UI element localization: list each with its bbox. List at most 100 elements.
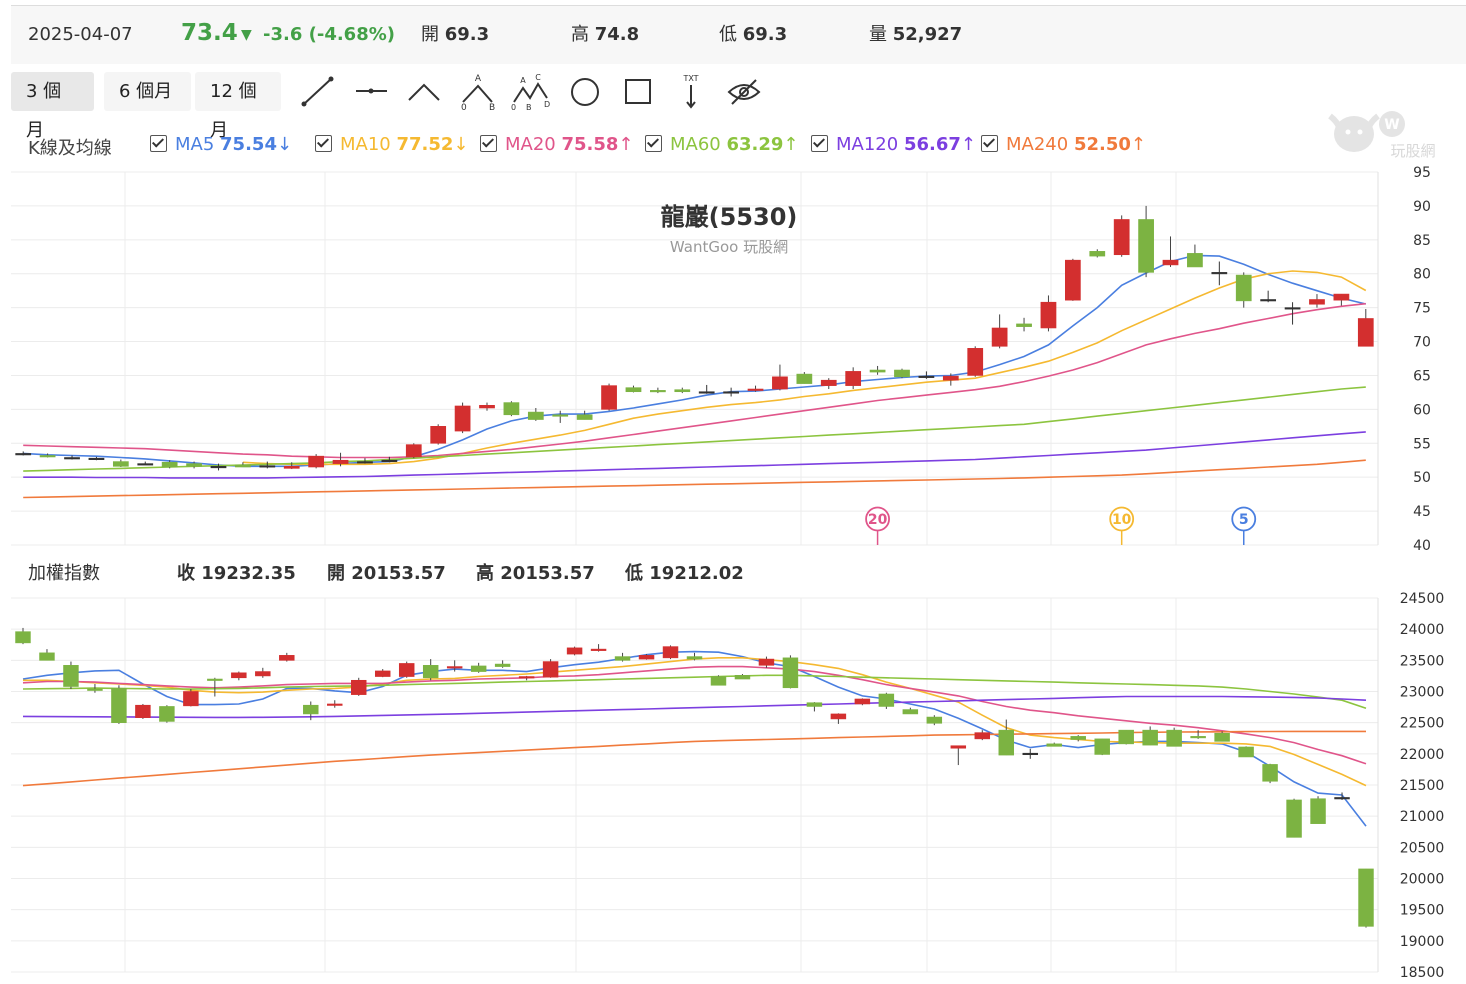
abc-pattern-icon[interactable]: A 0 B: [458, 72, 498, 113]
ma10-toggle[interactable]: MA10 77.52↓: [315, 134, 469, 155]
hide-drawings-icon[interactable]: [724, 72, 764, 112]
candle: [566, 646, 583, 656]
candle: [357, 458, 373, 464]
candle: [351, 677, 367, 696]
candle: [845, 367, 862, 390]
candle: [1089, 249, 1106, 258]
candle: [590, 644, 607, 652]
candle-body: [1187, 253, 1203, 268]
candle-body: [942, 375, 959, 381]
candle-body: [207, 678, 223, 681]
abc-label-a: A: [475, 74, 482, 84]
candle: [806, 702, 823, 712]
candle-body: [710, 676, 727, 686]
candle: [1070, 735, 1086, 742]
y-tick-label: 19500: [1400, 903, 1445, 919]
series-line-ma20: [23, 302, 1366, 459]
candle: [734, 674, 751, 680]
index-open: 開 20153.57: [327, 563, 446, 584]
candle: [231, 671, 247, 681]
candle-body: [1166, 729, 1182, 747]
series-line-ma120: [22, 695, 1367, 719]
candle-body: [1358, 868, 1374, 927]
rectangle-icon[interactable]: [618, 72, 658, 112]
abcd-pattern-icon[interactable]: A C 0 B D: [511, 72, 551, 112]
range-3-months-button[interactable]: 3 個月: [11, 72, 94, 141]
candle: [470, 662, 487, 673]
marker-circle: [1109, 506, 1135, 532]
candle-body: [1260, 299, 1277, 302]
candle: [1022, 748, 1038, 759]
candle-body: [1333, 293, 1350, 301]
candle: [308, 454, 325, 469]
y-tick-label: 20500: [1400, 840, 1445, 856]
candle-body: [1089, 251, 1106, 257]
candle-body: [527, 411, 544, 420]
checkbox-icon[interactable]: [811, 135, 828, 152]
y-tick-label: 23000: [1400, 685, 1445, 701]
candle-body: [279, 655, 295, 661]
candle: [87, 684, 103, 693]
ma60-toggle[interactable]: MA60 63.29↑: [645, 134, 799, 155]
candle-body: [255, 671, 271, 677]
candle: [878, 692, 895, 709]
candle-body: [830, 713, 847, 720]
candle: [1235, 272, 1252, 308]
candle: [255, 667, 271, 678]
checkbox-icon[interactable]: [645, 135, 662, 152]
candle-body: [137, 463, 154, 466]
ma5-toggle[interactable]: MA5 75.54↓: [150, 134, 292, 155]
ma120-toggle[interactable]: MA120 56.67↑: [811, 134, 976, 155]
candle-body: [381, 459, 398, 463]
candle-body: [161, 461, 178, 468]
candle: [542, 659, 559, 678]
candle-body: [231, 672, 247, 679]
range-6-months-button[interactable]: 6 個月: [104, 72, 191, 111]
text-arrow-icon[interactable]: TXT: [671, 72, 711, 112]
candle: [926, 715, 943, 726]
checkbox-icon[interactable]: [150, 135, 167, 152]
candle-body: [64, 457, 80, 460]
candle-body: [590, 648, 607, 651]
checkbox-icon[interactable]: [981, 135, 998, 152]
checkbox-icon[interactable]: [315, 135, 332, 152]
candle: [527, 408, 544, 421]
circle-icon[interactable]: [565, 72, 605, 112]
checkbox-icon[interactable]: [480, 135, 497, 152]
range-12-months-button[interactable]: 12 個月: [195, 72, 281, 141]
horizontal-line-icon[interactable]: [351, 72, 391, 112]
series-line-ma60: [22, 674, 1367, 710]
candle-body: [210, 466, 227, 469]
ma-legend: K線及均線 MA5 75.54↓ MA10 77.52↓ MA20 75.58↑…: [0, 130, 1466, 162]
candle: [135, 703, 151, 719]
candle: [137, 461, 154, 466]
candle: [1162, 236, 1179, 267]
candle: [112, 459, 129, 468]
candle: [186, 461, 202, 469]
marker-circle: [865, 506, 890, 532]
trend-line-icon[interactable]: [298, 72, 338, 112]
candle-body: [479, 404, 495, 409]
candle: [1113, 215, 1130, 257]
wedge-icon[interactable]: [404, 72, 444, 112]
ma240-toggle[interactable]: MA240 52.50↑: [981, 134, 1146, 155]
candle-body: [1022, 752, 1038, 756]
candle-body: [494, 663, 511, 667]
candle-body: [1262, 764, 1278, 782]
candle: [1040, 295, 1057, 332]
candle-body: [950, 745, 967, 749]
candle-body: [1238, 746, 1254, 758]
abcd-label-zero: 0: [511, 103, 516, 112]
candle: [332, 452, 349, 467]
candle: [576, 410, 593, 420]
candle-body: [111, 688, 127, 723]
candle-body: [446, 666, 463, 669]
candle-body: [351, 679, 367, 695]
candle: [662, 645, 679, 660]
candle: [210, 463, 227, 471]
ma20-toggle[interactable]: MA20 75.58↑: [480, 134, 634, 155]
candle-body: [398, 663, 415, 677]
y-tick-label: 65: [1413, 368, 1431, 384]
candle-body: [87, 688, 103, 691]
stock-chart-grid: 95 90 85 80 75 70 65 60 55 50 45 40: [11, 165, 1431, 554]
